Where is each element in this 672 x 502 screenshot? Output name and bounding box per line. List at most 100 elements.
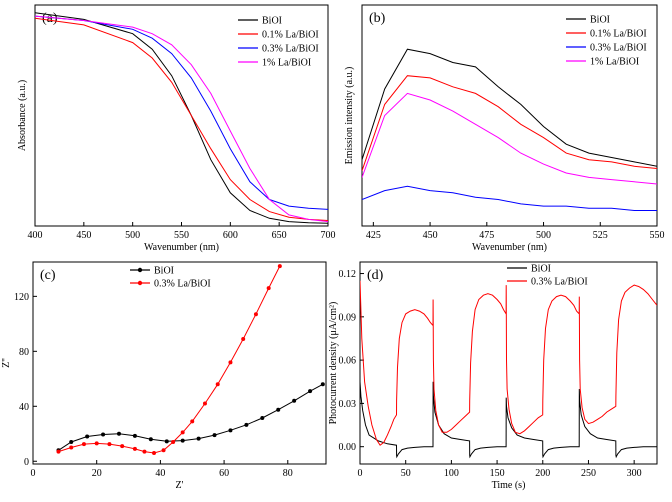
legend-label: 0.3% La/BiOI: [531, 277, 588, 288]
plot-frame: [32, 261, 327, 465]
x-tick-label: 80: [283, 468, 293, 479]
legend-label: 0.1% La/BiOI: [262, 30, 319, 41]
data-point: [276, 407, 281, 412]
data-point: [215, 382, 220, 387]
panel-b: 425 450 475 500 525 550 Wavenumber (nm) Emissio…: [344, 4, 665, 253]
y-tick-label: 120: [14, 292, 29, 303]
x-tick-label: 550: [174, 230, 189, 241]
x-tick-label: 400: [28, 230, 43, 241]
x-tick-label: 650: [272, 230, 287, 241]
legend-label: BiOI: [154, 266, 174, 277]
series-line-1: [58, 265, 281, 454]
series-group: [35, 12, 328, 224]
legend-marker: [137, 280, 143, 286]
x-tick-label: 500: [536, 230, 551, 241]
data-point: [148, 437, 153, 442]
legend-label: BiOI: [531, 264, 551, 275]
panel-label: (b): [369, 11, 386, 26]
data-point: [56, 449, 61, 454]
series-line-0: [362, 48, 657, 167]
y-axis-label: Z'': [1, 358, 12, 368]
x-tick-label: 300: [627, 468, 642, 479]
y-tick-label: 0.03: [339, 399, 357, 410]
x-tick-label: 200: [535, 468, 550, 479]
legend-label: 0.3% La/BiOI: [590, 43, 647, 54]
panel-label: (d): [367, 268, 384, 283]
data-point: [101, 432, 106, 437]
y-tick-label: 0.09: [339, 312, 357, 323]
series-line-2: [35, 15, 328, 210]
x-tick-label: 700: [321, 230, 336, 241]
panel-label: (a): [42, 11, 58, 26]
series-line-0: [35, 12, 328, 224]
y-axis-label: Photocurrent density (μA/cm²): [328, 302, 339, 425]
data-point: [202, 401, 207, 406]
data-point: [164, 439, 169, 444]
legend-marker: [137, 267, 143, 273]
panel-a: 400 450 500 550 600 650 700 Wavenumber (nm) Abso…: [17, 4, 336, 253]
series-line-3: [35, 15, 328, 223]
data-point: [152, 451, 157, 456]
legend-label: 1% La/BiOI: [262, 58, 311, 69]
x-tick-label: 600: [223, 230, 238, 241]
data-point: [228, 360, 233, 365]
data-point: [196, 436, 201, 441]
x-tick-label: 525: [593, 230, 608, 241]
x-tick-label: 550: [650, 230, 665, 241]
panel-c: 0 20 40 60 80 0 40 80 120 Z' Z'' (c) BiOI 0.3% La/BiO…: [1, 261, 327, 491]
data-point: [161, 448, 166, 453]
data-point: [212, 433, 217, 438]
y-axis-label: Absorbance (a.u.): [17, 80, 28, 151]
series-group: [360, 280, 657, 459]
x-tick-label: 20: [92, 468, 102, 479]
y-tick-label: 0.00: [339, 442, 357, 453]
data-point: [190, 419, 195, 424]
series-line-3: [362, 92, 657, 185]
x-tick-label: 425: [366, 230, 381, 241]
x-tick-label: 100: [444, 468, 459, 479]
data-point: [228, 428, 233, 433]
legend-label: 0.3% La/BiOI: [262, 44, 319, 55]
legend-label: BiOI: [590, 15, 610, 26]
data-point: [132, 433, 137, 438]
data-point: [244, 422, 249, 427]
series-line-2: [362, 185, 657, 211]
legend-label: 0.1% La/BiOI: [590, 29, 647, 40]
series-line-0: [360, 381, 657, 459]
x-axis-label: Time (s): [492, 480, 526, 491]
data-point: [253, 312, 258, 317]
data-point: [85, 434, 90, 439]
x-tick-label: 60: [219, 468, 229, 479]
data-point: [320, 382, 325, 387]
x-tick-label: 0: [358, 468, 363, 479]
series-line-1: [362, 75, 657, 171]
x-tick-label: 450: [76, 230, 91, 241]
data-point: [277, 264, 282, 269]
x-tick-label: 50: [401, 468, 411, 479]
data-point: [260, 415, 265, 420]
data-point: [142, 449, 147, 454]
series-group: [362, 48, 657, 211]
legend-label: BiOI: [262, 16, 282, 27]
data-point: [241, 336, 246, 341]
y-tick-label: 0: [24, 457, 29, 468]
legend-label: 1% La/BiOI: [590, 57, 639, 68]
data-point: [171, 440, 176, 445]
y-tick-label: 80: [19, 347, 29, 358]
plot-frame: [359, 261, 658, 465]
data-point: [94, 441, 99, 446]
y-tick-label: 40: [19, 402, 29, 413]
y-tick-label: 0.06: [339, 356, 357, 367]
plot-frame: [361, 4, 658, 227]
legend-label: 0.3% La/BiOI: [154, 279, 211, 290]
x-tick-label: 150: [490, 468, 505, 479]
series-line-1: [35, 17, 328, 221]
data-point: [132, 446, 137, 451]
x-axis-label: Wavenumber (nm): [472, 242, 547, 253]
data-point: [120, 444, 125, 449]
data-point: [308, 389, 313, 394]
data-point: [81, 442, 86, 447]
x-tick-label: 500: [125, 230, 140, 241]
y-axis-label: Emission intensity (a.u.): [344, 67, 355, 165]
